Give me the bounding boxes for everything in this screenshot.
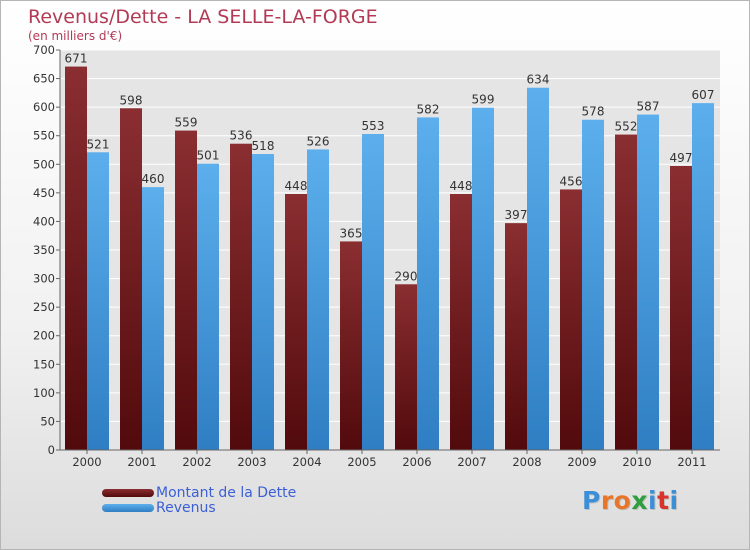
data-label: 599 bbox=[472, 93, 495, 107]
legend-label-dette: Montant de la Dette bbox=[156, 485, 297, 501]
bars bbox=[65, 66, 714, 451]
data-label: 552 bbox=[615, 120, 638, 134]
x-tick-label: 2008 bbox=[512, 455, 541, 469]
bar-revenus bbox=[252, 154, 274, 450]
y-tick-label: 150 bbox=[33, 357, 55, 371]
x-tick-label: 2009 bbox=[567, 455, 596, 469]
y-tick-label: 600 bbox=[33, 100, 55, 114]
bar-dette bbox=[395, 284, 417, 450]
logo-letter: t bbox=[657, 486, 670, 515]
logo-letter: P bbox=[582, 486, 601, 515]
y-tick-label: 400 bbox=[33, 214, 55, 228]
chart-title: Revenus/Dette - LA SELLE-LA-FORGE bbox=[28, 6, 378, 28]
x-tick-label: 2007 bbox=[457, 455, 486, 469]
data-label: 448 bbox=[450, 179, 473, 193]
data-label: 501 bbox=[197, 149, 220, 163]
y-tick-label: 500 bbox=[33, 157, 55, 171]
data-label: 559 bbox=[175, 116, 198, 130]
data-label: 536 bbox=[230, 129, 253, 143]
y-tick-label: 50 bbox=[40, 414, 55, 428]
bar-dette bbox=[65, 66, 87, 451]
bar-dette bbox=[120, 108, 142, 451]
legend-swatch-dette bbox=[102, 489, 154, 497]
y-tick-label: 700 bbox=[33, 43, 55, 57]
data-label: 497 bbox=[670, 151, 693, 165]
y-tick-label: 350 bbox=[33, 243, 55, 257]
x-tick-label: 2004 bbox=[292, 455, 321, 469]
data-label: 456 bbox=[560, 174, 583, 188]
bar-revenus bbox=[87, 152, 109, 451]
y-tick-label: 250 bbox=[33, 300, 55, 314]
x-tick-label: 2002 bbox=[182, 455, 211, 469]
bar-dette bbox=[340, 241, 362, 450]
x-tick-label: 2001 bbox=[127, 455, 156, 469]
y-tick-label: 300 bbox=[33, 272, 55, 286]
logo-letter: i bbox=[669, 486, 679, 515]
x-tick-label: 2006 bbox=[402, 455, 431, 469]
bar-revenus bbox=[692, 103, 714, 451]
bar-revenus bbox=[362, 134, 384, 450]
data-label: 290 bbox=[395, 269, 418, 283]
x-axis: 2000 2001 2002 2003 2004 2005 2006 2007 2008 2009… bbox=[60, 449, 720, 469]
x-tick-label: 2011 bbox=[677, 455, 706, 469]
proxiti-logo: Proxiti bbox=[582, 486, 679, 515]
y-axis: 0 50 100 150 200 250 300 350 400 450 500 550 600 650 7… bbox=[33, 43, 61, 457]
data-label: 526 bbox=[307, 134, 330, 148]
data-label: 578 bbox=[582, 105, 605, 119]
bar-revenus bbox=[142, 187, 164, 450]
bar-revenus bbox=[637, 114, 659, 451]
data-label: 518 bbox=[252, 139, 275, 153]
data-label: 553 bbox=[362, 119, 385, 133]
data-label: 598 bbox=[120, 93, 143, 107]
data-label: 582 bbox=[417, 102, 440, 116]
data-label: 397 bbox=[505, 208, 528, 222]
y-tick-label: 100 bbox=[33, 386, 55, 400]
bar-dette bbox=[670, 166, 692, 450]
y-tick-label: 550 bbox=[33, 129, 55, 143]
bar-revenus bbox=[307, 149, 329, 450]
data-label: 671 bbox=[65, 52, 88, 66]
data-label: 607 bbox=[692, 88, 715, 102]
bar-dette bbox=[230, 143, 252, 450]
data-label: 634 bbox=[527, 73, 550, 87]
chart-subtitle: (en milliers d'€) bbox=[28, 29, 123, 43]
bar-dette bbox=[175, 130, 197, 451]
logo-letter: o bbox=[613, 486, 632, 515]
bar-revenus bbox=[417, 117, 439, 450]
x-tick-label: 2000 bbox=[72, 455, 101, 469]
x-tick-label: 2010 bbox=[622, 455, 651, 469]
y-tick-label: 0 bbox=[48, 443, 55, 457]
data-label: 460 bbox=[142, 172, 165, 186]
bar-revenus bbox=[472, 107, 494, 450]
bar-revenus bbox=[197, 163, 219, 450]
data-label: 521 bbox=[87, 137, 110, 151]
legend-label-revenus: Revenus bbox=[156, 500, 216, 516]
y-tick-label: 200 bbox=[33, 329, 55, 343]
y-tick-label: 450 bbox=[33, 186, 55, 200]
bar-revenus bbox=[527, 87, 549, 450]
bar-dette bbox=[505, 223, 527, 450]
logo-letter: i bbox=[648, 486, 658, 515]
x-tick-label: 2005 bbox=[347, 455, 376, 469]
logo-letter: x bbox=[631, 486, 648, 515]
bar-dette bbox=[450, 194, 472, 450]
data-label: 448 bbox=[285, 179, 308, 193]
legend-swatch-revenus bbox=[102, 504, 154, 512]
bar-dette bbox=[285, 194, 307, 450]
bar-dette bbox=[560, 189, 582, 450]
bar-revenus bbox=[582, 119, 604, 450]
logo-letter: r bbox=[600, 486, 614, 515]
bar-dette bbox=[615, 134, 637, 451]
x-tick-label: 2003 bbox=[237, 455, 266, 469]
y-tick-label: 650 bbox=[33, 72, 55, 86]
data-label: 587 bbox=[637, 100, 660, 114]
data-label: 365 bbox=[340, 226, 363, 240]
